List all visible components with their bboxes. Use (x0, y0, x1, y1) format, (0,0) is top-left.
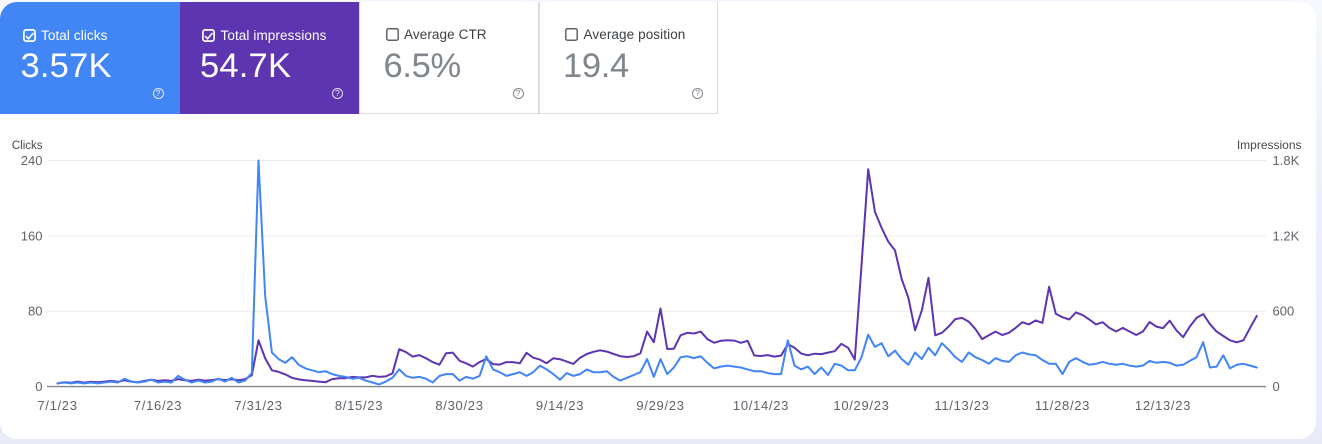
svg-text:Impressions: Impressions (1237, 138, 1302, 152)
svg-text:7/1/23: 7/1/23 (37, 398, 77, 413)
svg-text:Clicks: Clicks (12, 140, 43, 152)
svg-text:1.8K: 1.8K (1273, 153, 1300, 168)
svg-text:240: 240 (21, 153, 43, 168)
svg-text:600: 600 (1273, 304, 1295, 319)
svg-text:8/15/23: 8/15/23 (335, 398, 383, 413)
svg-text:9/14/23: 9/14/23 (536, 398, 584, 413)
svg-text:12/13/23: 12/13/23 (1135, 398, 1191, 413)
svg-text:0: 0 (35, 379, 42, 394)
svg-text:9/29/23: 9/29/23 (636, 398, 684, 413)
svg-text:10/29/23: 10/29/23 (833, 398, 889, 413)
svg-text:10/14/23: 10/14/23 (733, 398, 789, 413)
svg-text:7/31/23: 7/31/23 (234, 398, 282, 413)
svg-text:11/13/23: 11/13/23 (934, 398, 989, 413)
svg-text:0: 0 (1273, 379, 1280, 394)
svg-text:11/28/23: 11/28/23 (1035, 398, 1090, 413)
svg-text:80: 80 (28, 304, 42, 319)
svg-text:7/16/23: 7/16/23 (134, 398, 182, 413)
svg-text:1.2K: 1.2K (1273, 228, 1300, 243)
svg-text:8/30/23: 8/30/23 (435, 398, 483, 413)
svg-text:160: 160 (21, 228, 43, 243)
